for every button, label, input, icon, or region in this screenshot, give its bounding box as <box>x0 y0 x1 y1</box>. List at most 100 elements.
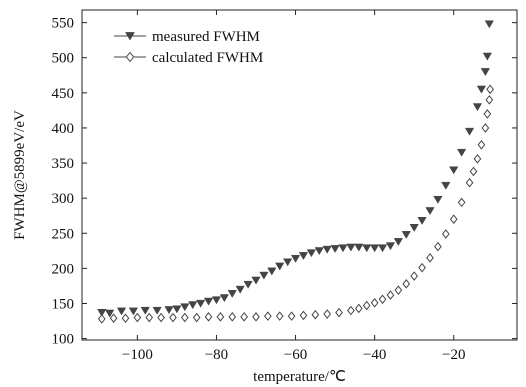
y-tick-label: 150 <box>52 296 75 312</box>
measured-point <box>97 309 107 317</box>
calculated-point <box>145 312 154 323</box>
measured-point <box>354 243 364 252</box>
measured-point <box>464 127 475 136</box>
measured-point <box>306 249 317 258</box>
x-axis: −100 −80 −60 −40 −20 <box>122 10 465 363</box>
legend-label-measured: measured FWHM <box>152 29 260 45</box>
calculated-point <box>299 310 308 321</box>
measured-point <box>409 224 419 232</box>
calculated-point <box>418 262 426 273</box>
measured-point <box>472 103 483 112</box>
measured-point <box>417 217 427 225</box>
calculated-point <box>311 309 320 320</box>
measured-point <box>128 307 139 316</box>
calculated-point <box>362 300 371 311</box>
calculated-point <box>240 312 248 322</box>
y-tick-label: 550 <box>52 16 75 32</box>
measured-point <box>401 231 411 239</box>
calculated-point <box>192 312 201 323</box>
measured-point <box>322 245 332 254</box>
calculated-point <box>169 312 177 323</box>
measured-point <box>243 280 253 289</box>
measured-point <box>251 276 261 285</box>
x-axis-title: temperature/℃ <box>253 369 346 385</box>
measured-point <box>235 285 245 294</box>
measured-point <box>290 254 301 263</box>
calculated-point <box>483 109 492 119</box>
measured-point <box>369 244 380 253</box>
x-tick-label: −20 <box>442 347 465 363</box>
calculated-point <box>157 312 165 323</box>
legend-marker-measured <box>125 32 135 41</box>
measured-point <box>482 52 492 61</box>
calculated-point <box>204 312 213 322</box>
calculated-point <box>180 312 189 323</box>
calculated-point <box>386 290 395 300</box>
y-tick-label: 350 <box>52 156 75 172</box>
calculated-point <box>133 312 142 323</box>
y-tick-label: 250 <box>52 226 75 242</box>
measured-point <box>480 68 491 77</box>
legend-diamond-icon <box>125 51 135 63</box>
measured-point <box>449 166 459 175</box>
measured-point <box>433 195 443 204</box>
measured-point <box>282 258 293 267</box>
calculated-point <box>481 123 490 133</box>
measured-point <box>346 243 356 252</box>
calculated-point <box>485 95 494 105</box>
measured-point <box>140 306 150 315</box>
legend-marker-calculated <box>125 51 135 63</box>
calculated-point <box>473 154 482 164</box>
calculated-point <box>109 313 118 324</box>
calculated-point <box>275 311 284 321</box>
measured-point <box>219 294 230 303</box>
calculated-point <box>469 166 478 177</box>
y-tick-label: 100 <box>52 332 75 348</box>
calculated-point <box>426 253 434 263</box>
calculated-point <box>402 279 411 289</box>
measured-series <box>97 20 494 318</box>
measured-point <box>172 305 182 314</box>
x-tick-label: −100 <box>122 347 153 363</box>
legend-triangle-icon <box>125 32 135 41</box>
measured-point <box>203 297 214 306</box>
y-tick-label: 200 <box>52 261 75 277</box>
calculated-point <box>323 309 332 319</box>
measured-point <box>195 299 206 308</box>
measured-point <box>441 181 451 190</box>
measured-point <box>476 85 487 94</box>
measured-point <box>377 244 388 253</box>
calculated-point <box>378 294 387 305</box>
measured-point <box>267 267 277 276</box>
measured-point <box>180 303 190 312</box>
calculated-point <box>347 305 355 316</box>
measured-point <box>105 309 115 318</box>
calculated-point <box>434 241 442 252</box>
calculated-point <box>252 312 260 322</box>
measured-point <box>362 244 372 253</box>
x-tick-label: −40 <box>363 347 386 363</box>
calculated-point <box>441 229 450 239</box>
legend-label-calculated: calculated FWHM <box>152 50 263 66</box>
measured-point <box>298 252 309 261</box>
y-axis: 100 150 200 250 300 350 400 450 500 550 <box>52 16 517 348</box>
calculated-point <box>97 314 106 324</box>
calculated-point <box>410 271 419 281</box>
measured-point <box>456 148 467 157</box>
measured-point <box>227 290 237 298</box>
measured-point <box>164 306 174 315</box>
calculated-point <box>228 312 237 322</box>
calculated-point <box>216 312 225 322</box>
legend: measured FWHM calculated FWHM <box>114 29 263 66</box>
measured-point <box>152 306 162 315</box>
calculated-point <box>449 214 458 225</box>
calculated-point <box>370 297 379 308</box>
calculated-point <box>457 197 466 208</box>
measured-point <box>330 245 340 253</box>
y-axis-title: FWHM@5899eV/eV <box>12 110 28 240</box>
plot-frame <box>81 9 518 341</box>
measured-point <box>259 271 269 280</box>
calculated-point <box>394 285 403 295</box>
calculated-point <box>121 313 130 324</box>
